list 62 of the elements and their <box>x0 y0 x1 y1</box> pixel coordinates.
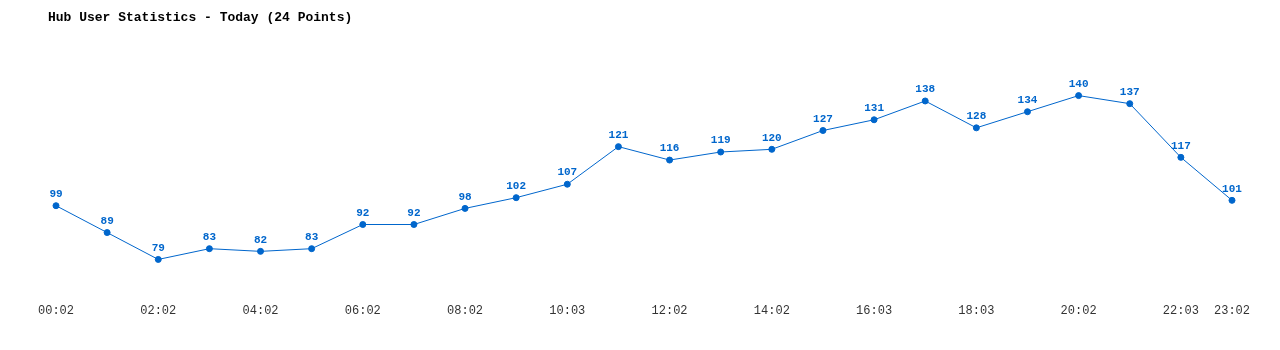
data-label: 107 <box>557 166 578 179</box>
data-label: 82 <box>253 233 268 246</box>
x-tick-label: 20:02 <box>1060 303 1097 318</box>
point <box>614 143 622 151</box>
data-label: 98 <box>458 190 473 203</box>
point <box>563 180 571 188</box>
point <box>52 202 60 210</box>
data-label: 83 <box>202 230 217 243</box>
data-label: 79 <box>151 241 165 254</box>
point <box>359 221 367 229</box>
data-label: 121 <box>608 128 629 141</box>
data-label: 119 <box>710 134 731 147</box>
data-label: 89 <box>100 214 114 227</box>
data-label: 140 <box>1068 77 1089 90</box>
point <box>972 124 980 132</box>
data-label: 116 <box>659 142 680 155</box>
point <box>1126 100 1134 108</box>
data-label: 99 <box>49 187 63 200</box>
point <box>870 116 878 124</box>
data-label: 127 <box>813 112 833 125</box>
point <box>819 127 827 135</box>
x-tick-label: 14:02 <box>753 303 790 318</box>
data-label: 92 <box>407 206 421 219</box>
data-label: 134 <box>1017 93 1038 106</box>
x-tick-label: 00:02 <box>37 303 75 318</box>
point <box>1228 196 1236 204</box>
point <box>1177 153 1185 161</box>
point <box>768 145 776 153</box>
point <box>205 245 213 253</box>
data-label: 120 <box>761 131 782 144</box>
x-tick-label: 22:03 <box>1162 303 1199 318</box>
point <box>410 221 418 229</box>
point <box>461 204 469 212</box>
x-tick-label: 18:03 <box>958 303 995 318</box>
x-tick-label: 06:02 <box>344 303 381 318</box>
point <box>921 97 929 105</box>
x-tick-label: 04:02 <box>242 303 279 318</box>
x-tick-label: 23:02 <box>1213 303 1251 318</box>
point <box>666 156 674 164</box>
point <box>1075 92 1083 100</box>
x-tick-label: 02:02 <box>140 303 177 318</box>
data-label: 117 <box>1170 139 1191 152</box>
point <box>717 148 725 156</box>
point <box>512 194 520 202</box>
x-tick-label: 16:03 <box>856 303 893 318</box>
data-label: 131 <box>864 102 885 115</box>
data-label: 138 <box>915 83 936 96</box>
x-tick-label: 10:03 <box>549 303 586 318</box>
data-label: 102 <box>506 179 527 192</box>
data-label: 137 <box>1119 85 1140 98</box>
data-label: 83 <box>305 230 319 243</box>
chart-title: Hub User Statistics - Today (24 Points) <box>48 10 353 26</box>
point <box>308 245 316 253</box>
data-label: 101 <box>1222 182 1243 195</box>
data-label: 92 <box>356 206 370 219</box>
data-label: 128 <box>966 110 987 123</box>
point <box>1023 108 1031 116</box>
point <box>103 229 111 237</box>
x-tick-label: 08:02 <box>447 303 484 318</box>
x-tick-label: 12:02 <box>651 303 688 318</box>
point <box>154 255 162 263</box>
point <box>257 247 265 255</box>
